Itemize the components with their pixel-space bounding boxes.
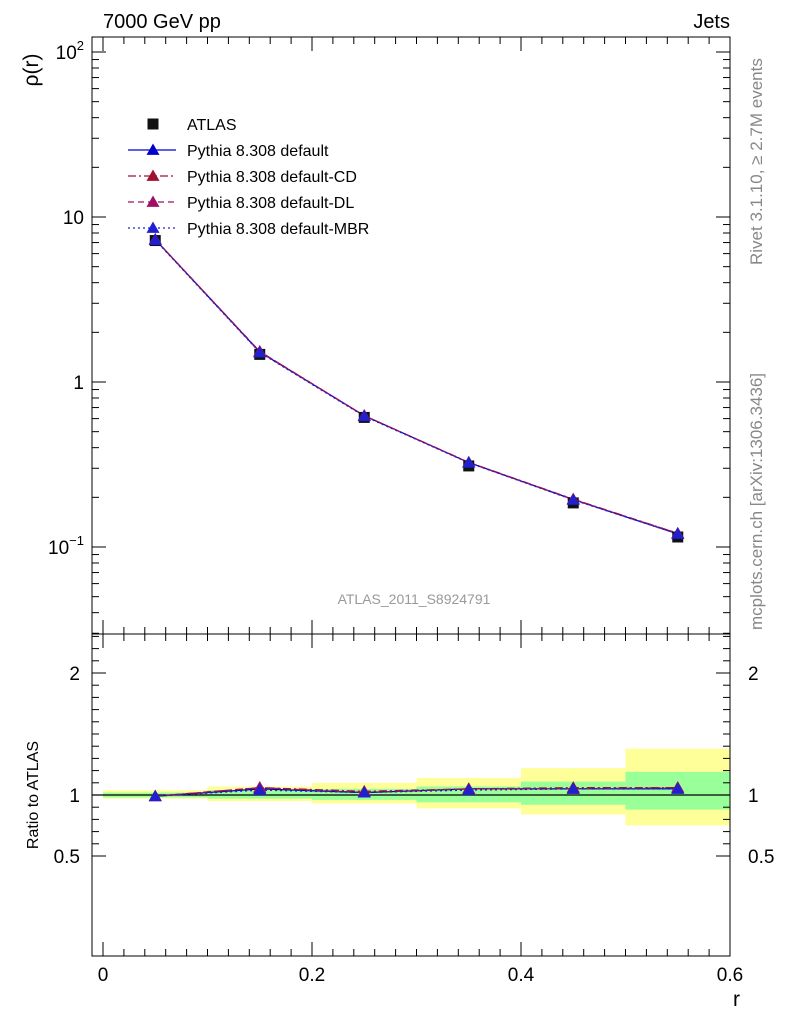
watermark: ATLAS_2011_S8924791 [338,591,491,607]
header-right: Jets [693,11,730,33]
main-y-tick-label: 10−1 [48,533,84,559]
main-points [148,233,685,543]
ratio-series-marker [357,786,371,798]
legend-atlas-label: ATLAS [187,117,237,134]
x-tick-label: 0.2 [299,965,325,986]
main-curves [154,239,678,535]
x-tick-label: 0.4 [508,965,535,986]
main-y-tick-label: 102 [56,38,84,64]
legend-atlas-marker [147,118,159,130]
ratio-y-tick-label-right: 1 [748,786,759,807]
legend-label: Pythia 8.308 default-MBR [187,221,369,238]
main-series-line [154,239,678,534]
legend-marker [146,143,160,155]
main-series-marker [357,409,371,422]
ratio-series-line [155,788,678,797]
main-series-marker [671,527,685,539]
side-label-mcplots: mcplots.cern.ch [arXiv:1306.3436] [747,373,766,630]
ratio-y-tick-label: 0.5 [54,847,80,868]
legend-label: Pythia 8.308 default-CD [187,169,357,186]
legend: ATLAS Pythia 8.308 default Pythia 8.308 de… [128,117,369,238]
main-series-line [154,239,678,534]
main-series-marker [148,233,162,245]
legend-marker [146,169,160,181]
ratio-y-tick-label-right: 0.5 [748,847,774,868]
header-left: 7000 GeV pp [103,11,221,33]
x-axis-label: r [733,988,740,1011]
legend-label: Pythia 8.308 default-DL [187,195,354,212]
legend-label: Pythia 8.308 default [187,143,329,160]
ratio-series-marker [462,783,476,795]
main-ticks: 10−1 1 10 102 [48,37,731,634]
ratio-curves [148,781,685,802]
main-series-marker [462,456,476,468]
ratio-series-marker [148,789,162,802]
x-tick-label: 0 [98,965,109,986]
ratio-y-tick-label-right: 2 [748,664,759,685]
ratio-series-marker [253,783,267,795]
ratio-panel: 0.5 0.5 1 1 2 2 0 0.2 0.4 0.6 Ratio to ATLAS r [25,633,774,1011]
ratio-y-tick-label: 1 [69,786,80,807]
ratio-y-tick-label: 2 [69,664,80,685]
ratio-y-axis-label: Ratio to ATLAS [25,741,42,849]
ratio-series-marker [671,782,685,794]
main-y-axis-label: ρ(r) [20,54,43,87]
side-label-rivet: Rivet 3.1.10, ≥ 2.7M events [747,58,766,265]
ratio-frame [91,633,731,957]
main-series-marker [253,345,267,358]
main-y-tick-label: 10 [63,208,84,229]
legend-marker [146,221,160,233]
main-panel: 10−1 1 10 102 ATLAS_2011_S8924791 ρ(r) ATLA… [20,36,731,635]
ratio-ticks: 0.5 0.5 1 1 2 2 0 0.2 0.4 0.6 [54,634,774,986]
main-y-tick-label: 1 [73,373,84,394]
main-series-marker [566,493,580,505]
x-tick-label: 0.6 [717,965,743,986]
legend-marker [146,195,160,207]
main-series-line [154,239,678,535]
main-series-line [154,239,678,535]
ratio-series-marker [566,782,580,794]
